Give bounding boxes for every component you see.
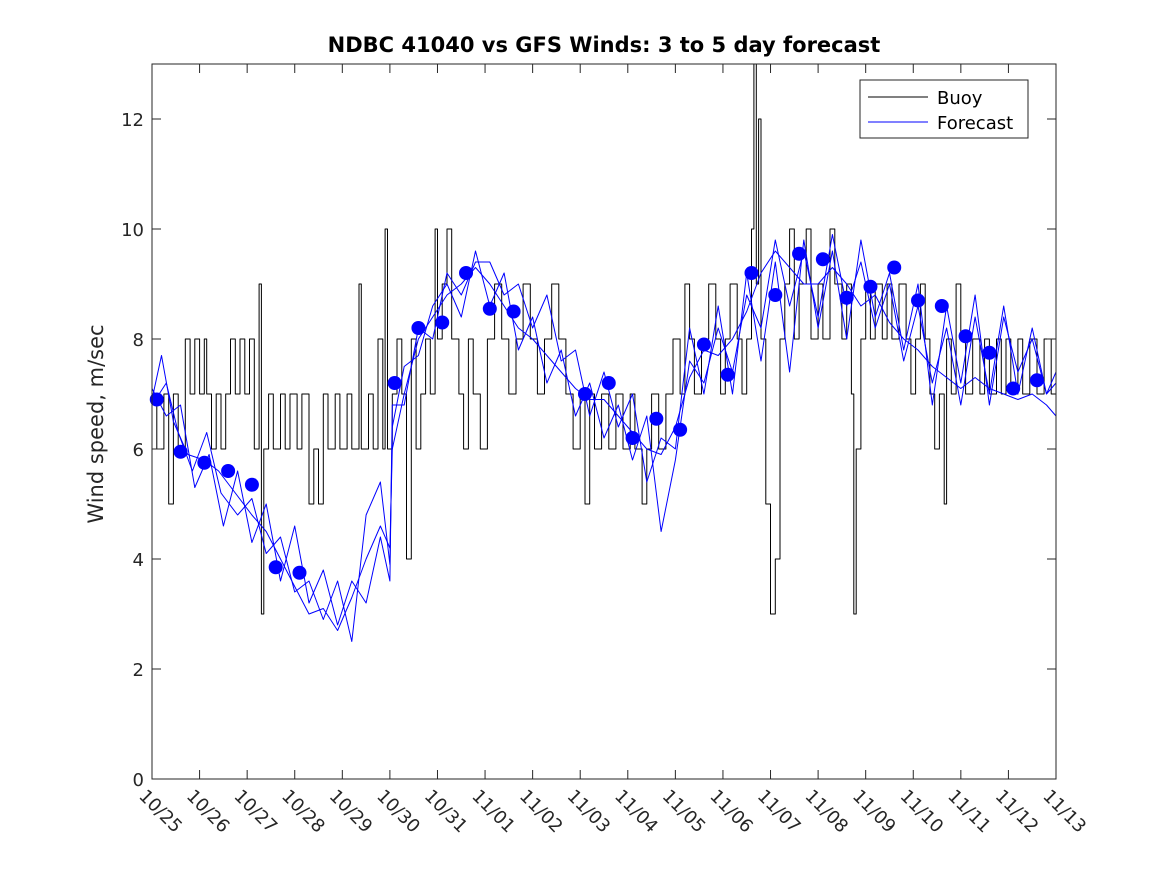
legend-box (859, 79, 1029, 139)
chart-title: NDBC 41040 vs GFS Winds: 3 to 5 day fore… (328, 33, 881, 57)
axes-background (152, 64, 1056, 779)
forecast-point-14 (601, 376, 616, 390)
forecast-line-3 (151, 239, 1057, 626)
forecast-point-12 (506, 304, 521, 319)
y-tick-label: 0 (133, 770, 144, 791)
forecast-point-4 (244, 477, 259, 492)
forecast-point-2 (197, 455, 212, 470)
forecast-point-22 (792, 246, 807, 261)
forecast-point-10 (459, 266, 474, 280)
forecast-point-32 (1029, 373, 1044, 388)
forecast-line-2 (151, 234, 1057, 642)
y-tick-label: 8 (133, 330, 144, 351)
forecast-point-27 (911, 293, 926, 308)
y-tick-label: 2 (133, 660, 144, 681)
forecast-point-18 (696, 337, 711, 352)
forecast-point-17 (673, 422, 688, 437)
forecast-point-21 (768, 288, 783, 302)
marker-layer (149, 246, 1044, 580)
forecast-point-23 (815, 252, 830, 267)
y-axis-label: Wind speed, m/sec (84, 324, 108, 523)
forecast-point-13 (577, 387, 592, 401)
y-tick-label: 4 (133, 550, 144, 571)
y-tick-label: 12 (121, 110, 144, 131)
forecast-point-30 (982, 345, 997, 360)
forecast-point-24 (839, 290, 854, 305)
forecast-point-16 (649, 411, 664, 426)
forecast-point-26 (887, 260, 902, 275)
forecast-point-19 (720, 367, 735, 382)
y-axis-ticks: 0 2 4 6 8 10 12 (121, 110, 1056, 791)
forecast-point-3 (221, 464, 236, 478)
forecast-point-25 (863, 279, 878, 294)
forecast-point-11 (482, 301, 497, 316)
legend: Buoy Forecast (859, 79, 1029, 139)
forecast-point-6 (292, 565, 307, 580)
forecast-point-0 (149, 392, 164, 407)
forecast-point-5 (268, 560, 283, 575)
forecast-point-20 (744, 266, 759, 280)
forecast-point-28 (934, 299, 949, 313)
series-layer (151, 63, 1057, 642)
forecast-point-8 (411, 321, 426, 335)
legend-forecast-label: Forecast (937, 113, 1013, 134)
forecast-point-29 (958, 329, 973, 344)
forecast-point-31 (1006, 381, 1021, 396)
legend-buoy-label: Buoy (937, 88, 983, 109)
forecast-point-15 (625, 431, 640, 445)
y-tick-label: 6 (133, 440, 144, 461)
forecast-point-7 (387, 376, 402, 390)
y-tick-label: 10 (121, 220, 144, 241)
axes-box (151, 63, 1057, 780)
forecast-point-1 (173, 444, 188, 459)
forecast-point-9 (435, 315, 450, 330)
buoy-line (152, 63, 1056, 615)
